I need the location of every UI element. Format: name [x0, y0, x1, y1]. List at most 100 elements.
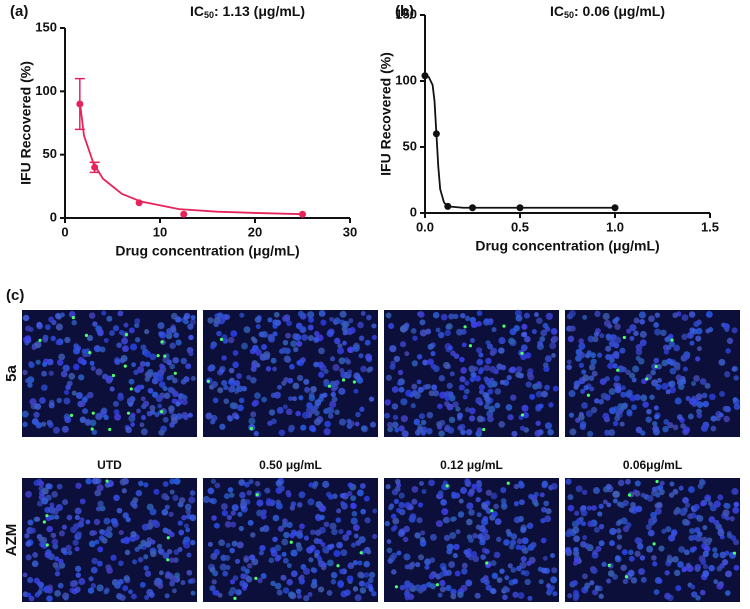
cell — [221, 334, 228, 340]
cell — [164, 504, 170, 510]
cell — [661, 359, 669, 367]
cell — [264, 487, 271, 494]
cell — [239, 491, 246, 499]
cell — [491, 510, 498, 518]
cell — [303, 595, 310, 602]
cell — [327, 559, 334, 567]
cell — [631, 377, 637, 383]
cell — [366, 314, 372, 321]
cell — [401, 430, 409, 438]
cell — [547, 428, 554, 436]
cell — [629, 335, 635, 341]
cell — [614, 555, 621, 561]
cell — [682, 518, 689, 526]
cell — [245, 576, 253, 583]
cell — [281, 538, 289, 546]
cell — [327, 407, 335, 415]
cells — [21, 310, 196, 436]
cell — [533, 312, 539, 318]
cell — [147, 387, 154, 394]
cell — [273, 311, 280, 318]
cell — [681, 333, 688, 340]
cell — [246, 375, 252, 380]
cell — [426, 427, 433, 435]
cell — [685, 395, 691, 401]
cell — [390, 513, 397, 520]
cell — [433, 365, 440, 373]
cell — [566, 359, 572, 365]
cell — [578, 516, 584, 522]
inclusion — [124, 333, 128, 337]
cell — [257, 577, 263, 584]
cell — [399, 341, 407, 348]
cell — [236, 541, 244, 549]
cell — [109, 330, 115, 336]
cell — [511, 430, 518, 437]
cell — [515, 544, 522, 550]
cell — [666, 345, 672, 351]
cell — [708, 516, 716, 523]
cell — [190, 539, 196, 546]
cell — [415, 562, 421, 568]
cell — [420, 419, 427, 426]
cell — [398, 425, 405, 432]
cell — [118, 529, 124, 536]
cell — [668, 492, 675, 498]
cell — [162, 416, 169, 423]
inclusion — [645, 377, 649, 381]
cell — [131, 593, 137, 600]
cell — [180, 357, 188, 365]
cell — [705, 328, 711, 334]
cell — [363, 495, 370, 502]
cell — [682, 366, 688, 372]
cell — [410, 403, 416, 409]
cell — [428, 479, 435, 487]
data-point — [91, 163, 99, 171]
fit-curve — [78, 101, 303, 216]
cell — [458, 498, 464, 504]
data-point — [516, 204, 524, 212]
cell — [171, 312, 178, 320]
cell — [705, 310, 713, 318]
cell — [389, 345, 397, 353]
cell — [41, 421, 47, 427]
cell — [49, 502, 55, 508]
cell — [240, 565, 247, 572]
cell — [144, 594, 150, 600]
cell — [297, 310, 304, 317]
cell — [476, 512, 482, 518]
cell — [444, 396, 450, 402]
cell — [25, 554, 32, 561]
cell — [243, 326, 251, 334]
cell — [417, 311, 425, 318]
inclusion — [624, 575, 629, 579]
cell — [189, 514, 197, 522]
cell — [216, 330, 222, 337]
cell — [545, 508, 552, 515]
cell — [214, 482, 221, 489]
cell — [461, 342, 467, 348]
cell — [74, 546, 80, 552]
cell — [581, 402, 588, 409]
cell — [304, 386, 311, 393]
cell — [384, 520, 390, 527]
cell — [153, 488, 160, 495]
cell — [50, 335, 56, 342]
cell — [238, 479, 246, 486]
cell — [213, 321, 219, 328]
inclusion — [126, 411, 131, 415]
data-point — [180, 210, 188, 218]
cell — [582, 314, 588, 320]
cell — [541, 567, 547, 574]
cell — [598, 503, 604, 509]
inclusion — [45, 543, 49, 547]
cell — [153, 579, 161, 587]
cell — [421, 489, 427, 495]
cell — [339, 310, 347, 318]
cell — [282, 339, 289, 346]
cell — [460, 328, 467, 335]
cell — [317, 501, 322, 507]
cell — [634, 550, 641, 557]
cell — [285, 408, 293, 416]
cell — [144, 329, 150, 335]
